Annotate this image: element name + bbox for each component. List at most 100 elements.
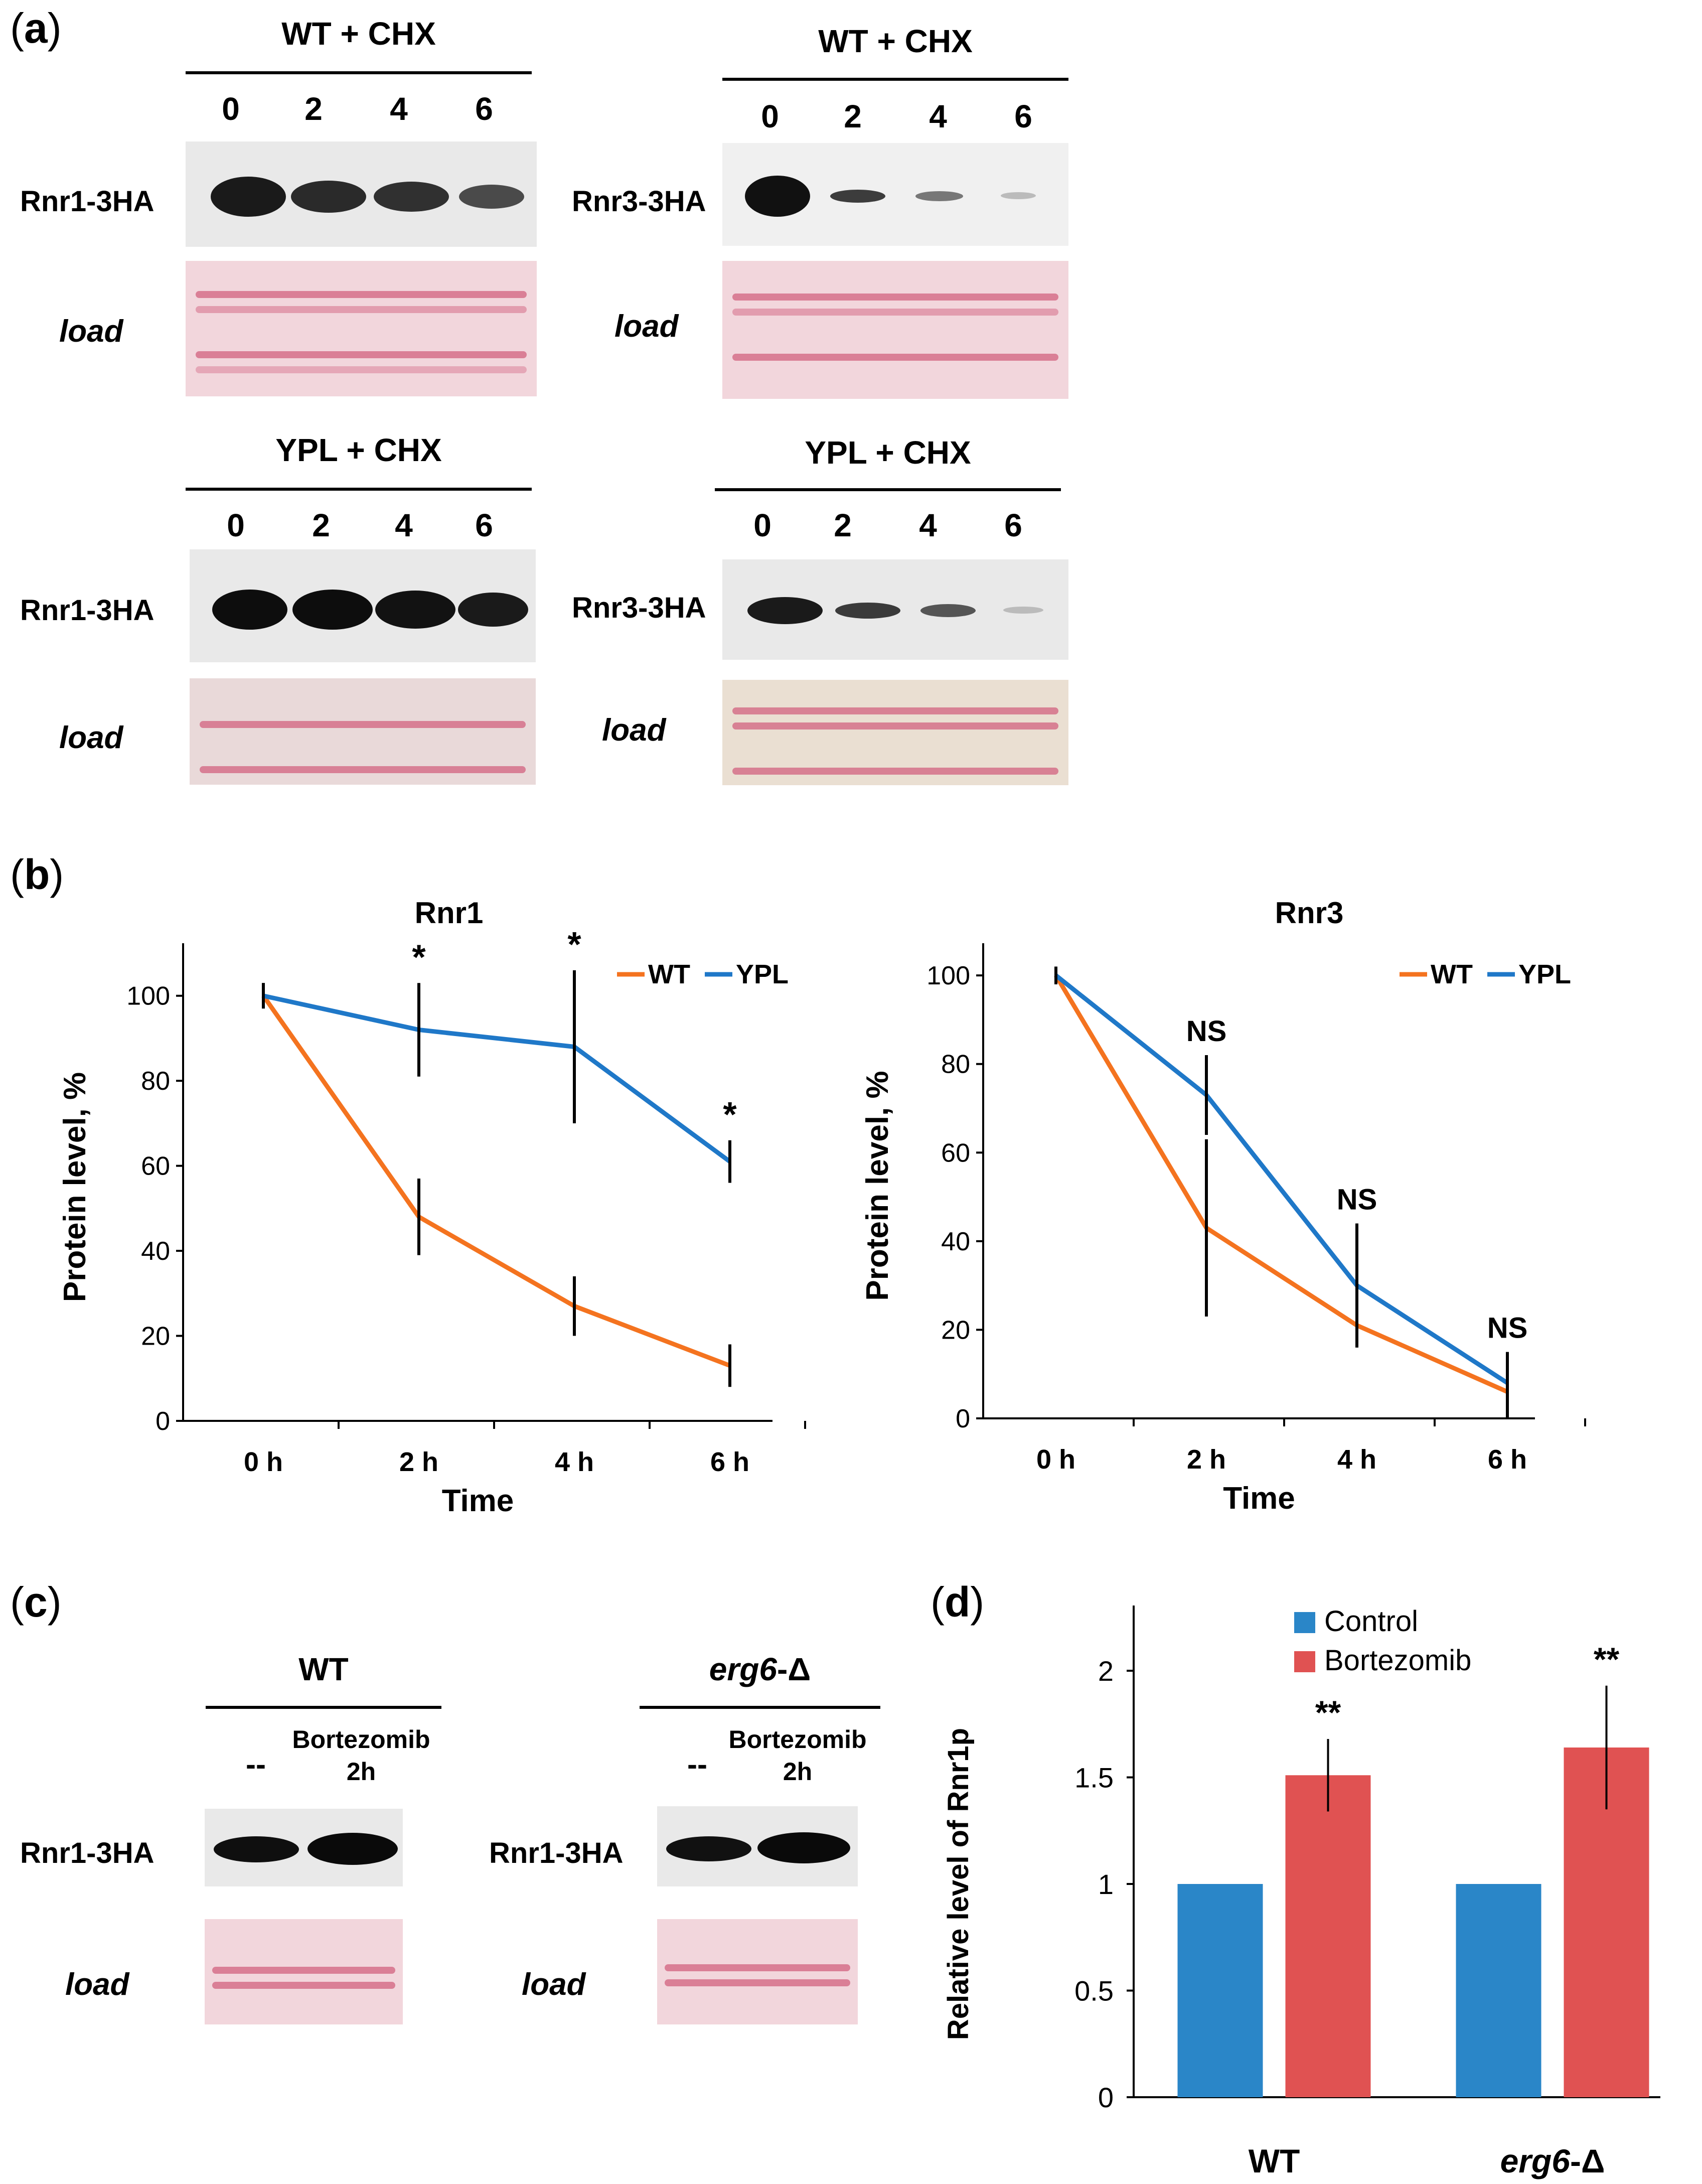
panel-label-a: (a) [10, 5, 62, 52]
protein-band [212, 590, 287, 630]
lane-label: 4 [395, 507, 413, 543]
lane-label: 0 [761, 98, 779, 134]
blot-header-ypl-rnr3: YPL + CHX [805, 434, 971, 471]
header-rule [186, 71, 532, 74]
protein-band [292, 590, 373, 630]
x-tick-label: 0 h [244, 1447, 283, 1477]
western-blot-image [186, 141, 537, 247]
y-tick-label: 80 [141, 1067, 170, 1096]
protein-band [757, 1832, 850, 1863]
y-tick-label: 40 [141, 1237, 170, 1266]
header-rule [640, 1706, 880, 1709]
y-axis-title: Protein level, % [860, 1071, 895, 1300]
bar-control [1456, 1884, 1541, 2097]
significance-annotation: ** [1594, 1641, 1620, 1678]
y-axis-title: Relative level of Rnr1p [942, 1728, 975, 2040]
protein-label: Rnr3-3HA [572, 185, 706, 218]
y-tick-label: 20 [141, 1322, 170, 1351]
y-axis-title: Protein level, % [58, 1072, 92, 1302]
western-blot-image [205, 1809, 403, 1886]
y-tick-label: 20 [941, 1316, 970, 1345]
y-tick-label: 60 [941, 1138, 970, 1168]
lane-label: 4 [390, 91, 408, 127]
x-tick-label: 4 h [555, 1447, 594, 1477]
blot-header-wt: WT [298, 1651, 349, 1687]
lane-label: 2 [834, 507, 852, 543]
lane-label: 0 [753, 507, 771, 543]
x-axis-title: Time [1223, 1481, 1295, 1516]
y-tick-label: 80 [941, 1050, 970, 1079]
bar-control [1177, 1884, 1263, 2097]
lane-label-bortezomib: Bortezomib 2h [728, 1725, 867, 1786]
ponceau-stain-image [657, 1919, 858, 2024]
legend-swatch-bortezomib [1294, 1651, 1315, 1672]
legend-label-bortezomib: Bortezomib [1324, 1644, 1471, 1677]
lane-label: 0 [222, 91, 240, 127]
header-rule [186, 488, 532, 491]
x-tick-label: 4 h [1337, 1444, 1376, 1475]
western-blot-image [722, 559, 1068, 660]
x-tick-label: 6 h [710, 1447, 749, 1477]
protein-band [915, 191, 963, 201]
load-label: load [614, 309, 679, 344]
western-blot-image [657, 1806, 858, 1886]
legend-label-ypl: YPL [1518, 959, 1571, 989]
lane-label-control: -- [246, 1748, 266, 1781]
legend-label-wt: WT [1431, 959, 1473, 989]
y-tick-label: 0 [956, 1404, 970, 1433]
x-category-label: erg6-Δ [1500, 2142, 1605, 2179]
protein-band [835, 603, 900, 619]
lane-label: 4 [919, 507, 937, 543]
significance-annotation: * [723, 1095, 737, 1134]
ponceau-stain-image [186, 261, 537, 396]
bar-bortezomib [1285, 1775, 1371, 2097]
protein-band [291, 181, 366, 213]
protein-band [666, 1836, 751, 1861]
load-label: load [59, 314, 123, 349]
protein-band [307, 1833, 398, 1865]
load-label: load [522, 1967, 586, 2002]
panel-label-d: (d) [931, 1578, 985, 1626]
lane-label: 6 [475, 91, 493, 127]
western-blot-image [722, 143, 1068, 246]
x-tick-label: 6 h [1488, 1444, 1527, 1475]
y-tick-label: 0 [156, 1407, 170, 1436]
protein-band [1001, 192, 1036, 199]
protein-band [920, 604, 976, 617]
y-tick-label: 0.5 [1074, 1975, 1114, 2007]
protein-band [211, 177, 286, 217]
line-chart-rnr3: 0 20 40 60 80 100 0 h 2 h 4 h 6 h Rnr3 Time Protein … [860, 896, 1586, 1516]
protein-label: Rnr1-3HA [20, 185, 154, 218]
significance-annotation: * [412, 937, 426, 976]
protein-label: Rnr3-3HA [572, 592, 706, 624]
series-line-wt [1054, 974, 1508, 1394]
y-tick-label: 100 [126, 982, 170, 1011]
significance-annotation: ** [1315, 1694, 1341, 1731]
western-blot-image [190, 549, 536, 662]
y-tick-label: 2 [1098, 1655, 1114, 1687]
protein-band [747, 597, 823, 624]
lane-label: 2 [312, 507, 330, 543]
lane-label: 6 [1014, 98, 1032, 134]
protein-label: Rnr1-3HA [20, 594, 154, 627]
panel-label-b: (b) [10, 851, 64, 898]
y-tick-label: 1.5 [1074, 1762, 1114, 1794]
load-label: load [65, 1967, 129, 2002]
ponceau-stain-image [190, 678, 536, 785]
chart-title: Rnr1 [415, 896, 484, 930]
chart-title: Rnr3 [1275, 896, 1344, 930]
load-label: load [59, 720, 123, 755]
ponceau-stain-image [205, 1919, 403, 2024]
significance-annotation: * [567, 925, 581, 964]
bar-chart-relative-rnr1p: 0 0.5 1 1.5 2 ** WT ** erg6-Δ Relative level of R… [942, 1605, 1660, 2179]
x-category-label: WT [1249, 2142, 1300, 2179]
significance-annotation: NS [1337, 1184, 1377, 1216]
lane-label: 0 [227, 507, 245, 543]
header-rule [715, 488, 1061, 491]
y-tick-label: 60 [141, 1152, 170, 1181]
x-axis-title: Time [442, 1484, 514, 1518]
header-rule [206, 1706, 441, 1709]
lane-label: 4 [929, 98, 947, 134]
series-line-wt [261, 994, 731, 1368]
lane-label: 2 [844, 98, 862, 134]
